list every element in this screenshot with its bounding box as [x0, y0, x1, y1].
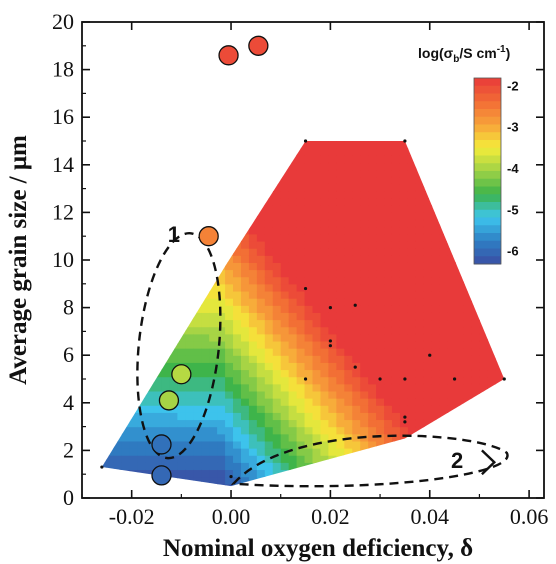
data-point: [218, 45, 239, 66]
y-tick-label: 0: [63, 485, 74, 510]
grid-point: [303, 286, 308, 291]
grid-point: [303, 377, 308, 381]
colorbar-tick-label: -2: [507, 78, 519, 93]
colorbar-band: [474, 93, 501, 102]
region-2-outline: [230, 434, 509, 488]
grid-point: [428, 353, 432, 357]
region-1-outline: [136, 232, 222, 460]
data-point: [198, 226, 219, 247]
colorbar-title-part: b: [453, 54, 459, 65]
colorbar-title-part: log(σ: [418, 45, 454, 61]
colorbar-band: [474, 171, 501, 180]
y-tick-label: 2: [63, 437, 74, 462]
data-points: [151, 35, 269, 486]
y-tick-label: 6: [63, 342, 74, 367]
y-tick-label: 4: [63, 390, 74, 415]
y-tick-label: 14: [52, 152, 74, 177]
colorbar-band: [474, 240, 501, 249]
colorbar-title: log(σb/S cm-1): [418, 44, 510, 65]
x-tick-label: 0.04: [410, 504, 449, 529]
grid-point: [502, 377, 506, 381]
region-label-1: 1: [168, 222, 180, 247]
colorbar-title-part: ): [506, 45, 511, 61]
grid-point: [353, 365, 357, 369]
grid-points: [100, 139, 506, 479]
y-tick-label: 10: [52, 247, 74, 272]
grid-point: [403, 415, 407, 419]
colorbar-band: [474, 132, 501, 141]
grid-point: [403, 420, 407, 424]
grid-point: [403, 377, 407, 381]
colorbar-band: [474, 163, 501, 172]
colorbar-band: [474, 186, 501, 195]
colorbar-band: [474, 78, 501, 87]
data-point: [171, 364, 192, 385]
data-point: [158, 390, 180, 411]
colorbar-band: [474, 109, 501, 118]
x-tick-label: 0.00: [212, 504, 251, 529]
region-label-2: 2: [451, 448, 463, 473]
grid-point: [403, 139, 407, 143]
y-tick-label: 18: [52, 57, 74, 82]
data-point: [248, 35, 269, 56]
grid-point: [328, 339, 332, 343]
y-tick-label: 16: [52, 104, 74, 129]
colorbar-band: [474, 155, 501, 164]
colorbar-band: [474, 225, 501, 234]
grid-point: [303, 139, 308, 143]
colorbar-band: [474, 116, 501, 125]
x-tick-label: 0.02: [311, 504, 350, 529]
colorbar-title-part: /S cm: [459, 45, 496, 61]
colorbar-band: [474, 248, 501, 257]
regions: 12: [136, 222, 509, 488]
colorbar-band: [474, 202, 501, 211]
grid-point: [229, 474, 233, 479]
grid-point: [328, 344, 332, 348]
grid-point: [328, 306, 332, 310]
colorbar-tick-label: -5: [507, 202, 519, 217]
data-point: [151, 465, 172, 486]
colorbar-tick-label: -4: [507, 161, 519, 176]
y-axis-title: Average grain size / μm: [5, 135, 32, 385]
colorbar-band: [474, 209, 501, 218]
colorbar-band: [474, 194, 501, 203]
colorbar-title-part: -1: [497, 44, 506, 55]
grid-point: [353, 303, 357, 307]
grid-point: [452, 377, 457, 381]
x-tick-label: -0.02: [109, 504, 155, 529]
region-2-arrow: [481, 449, 497, 476]
colorbar-band: [474, 101, 501, 110]
colorbar-band: [474, 233, 501, 242]
colorbar-frame: [473, 77, 502, 265]
colorbar-band: [474, 178, 501, 187]
x-tick-label: 0.06: [510, 504, 549, 529]
y-tick-label: 20: [52, 9, 74, 34]
y-tick-label: 12: [52, 199, 74, 224]
y-tick-label: 8: [63, 295, 74, 320]
colorbar-tick-label: -3: [507, 120, 519, 135]
colorbar: -2 -3 -4 -5 -6 log(σb/S cm-1): [418, 44, 519, 265]
grid-point: [100, 465, 104, 469]
colorbar-band: [474, 217, 501, 226]
grid-point: [378, 377, 382, 381]
colorbar-band: [474, 147, 501, 156]
colorbar-band: [474, 85, 501, 94]
colorbar-band: [474, 140, 501, 149]
colorbar-band: [474, 124, 501, 133]
colorbar-tick-label: -6: [507, 244, 519, 259]
colorbar-band: [474, 256, 501, 265]
data-point: [151, 434, 172, 455]
x-axis-title: Nominal oxygen deficiency, δ: [163, 535, 473, 562]
